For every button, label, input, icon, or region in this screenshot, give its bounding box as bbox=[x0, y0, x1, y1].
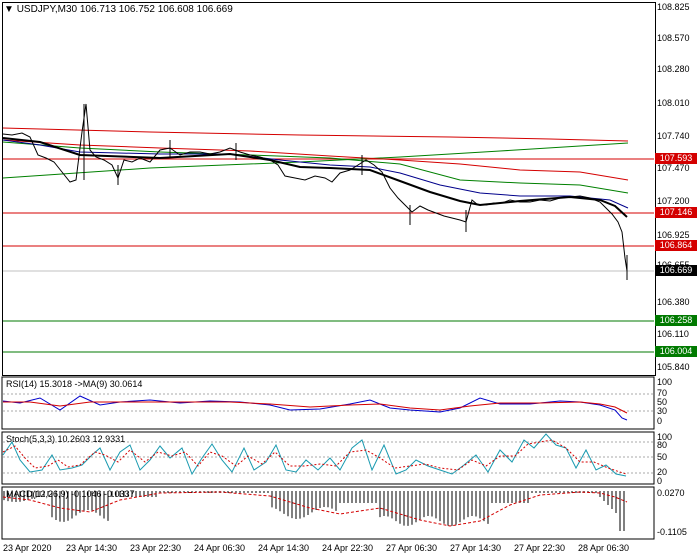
price-axis-tick: 108.010 bbox=[657, 98, 690, 108]
stoch-tick-80: 80 bbox=[657, 440, 668, 450]
rsi-tick-50: 50 bbox=[657, 397, 668, 407]
time-axis-label: 24 Apr 14:30 bbox=[258, 543, 310, 553]
price-axis-tick: 108.570 bbox=[657, 33, 690, 43]
time-axis-label: 27 Apr 14:30 bbox=[450, 543, 502, 553]
rsi-tick-70: 70 bbox=[657, 388, 668, 398]
macd-tick-top: 0.0270 bbox=[657, 488, 685, 498]
price-axis-tick: 107.200 bbox=[657, 196, 690, 206]
resistance-price-label-3: 106.864 bbox=[655, 240, 697, 251]
stoch-header: Stoch(5,3,3) 10.2603 12.9331 bbox=[6, 434, 126, 444]
stoch-tick-100: 100 bbox=[657, 432, 673, 442]
rsi-tick-100: 100 bbox=[657, 377, 673, 387]
price-axis-tick: 107.470 bbox=[657, 163, 690, 173]
current-price-label: 106.669 bbox=[655, 265, 697, 276]
time-axis-label: 23 Apr 22:30 bbox=[130, 543, 182, 553]
support-price-label-2: 106.004 bbox=[655, 346, 697, 357]
price-axis-tick: 108.825 bbox=[657, 2, 690, 12]
macd-tick-bottom: -0.1105 bbox=[657, 527, 687, 537]
symbol-header: ▼ USDJPY,M30 106.713 106.752 106.608 106… bbox=[4, 4, 233, 15]
macd-signal-line bbox=[2, 491, 628, 527]
price-header-text: USDJPY,M30 106.713 106.752 106.608 106.6… bbox=[16, 4, 233, 15]
support-price-label-1: 106.258 bbox=[655, 315, 697, 326]
main-chart-panel[interactable] bbox=[2, 2, 656, 376]
collapse-triangle-icon[interactable]: ▼ bbox=[4, 4, 14, 15]
sma-red-long bbox=[2, 127, 629, 142]
rsi-tick-0: 0 bbox=[657, 416, 663, 426]
candle-wicks bbox=[83, 104, 628, 280]
time-axis-label: 27 Apr 06:30 bbox=[386, 543, 438, 553]
sma-blue bbox=[2, 139, 629, 209]
time-axis-label: 24 Apr 22:30 bbox=[322, 543, 374, 553]
resistance-price-label-2: 107.146 bbox=[655, 207, 697, 218]
time-axis-label: 27 Apr 22:30 bbox=[514, 543, 566, 553]
macd-header: MACD(12,26,9) -0.1046 -0.0337 bbox=[6, 489, 135, 499]
price-axis-tick: 105.840 bbox=[657, 362, 690, 372]
time-axis-label: 24 Apr 06:30 bbox=[194, 543, 246, 553]
rsi-tick-30: 30 bbox=[657, 406, 668, 416]
sma-black bbox=[2, 137, 628, 218]
price-axis-tick: 107.740 bbox=[657, 131, 690, 141]
time-axis-label: 28 Apr 06:30 bbox=[578, 543, 630, 553]
stoch-tick-0: 0 bbox=[657, 476, 663, 486]
rsi-header: RSI(14) 15.3018 ->MA(9) 30.0614 bbox=[6, 379, 143, 389]
price-axis-tick: 106.380 bbox=[657, 297, 690, 307]
price-bars bbox=[2, 103, 628, 272]
sma-green-long bbox=[2, 142, 629, 179]
time-axis-label: 23 Apr 2020 bbox=[3, 543, 52, 553]
price-axis-tick: 106.925 bbox=[657, 230, 690, 240]
macd-histogram bbox=[3, 491, 625, 531]
price-axis-tick: 108.280 bbox=[657, 64, 690, 74]
stoch-tick-50: 50 bbox=[657, 452, 668, 462]
resistance-price-label-1: 107.593 bbox=[655, 153, 697, 164]
rsi-ma-line bbox=[3, 401, 628, 414]
price-axis-tick: 106.110 bbox=[657, 329, 689, 339]
stoch-tick-20: 20 bbox=[657, 467, 668, 477]
time-axis-label: 23 Apr 14:30 bbox=[66, 543, 118, 553]
stoch-signal-line bbox=[2, 439, 627, 475]
stoch-main-line bbox=[2, 433, 627, 477]
sma-red-mid bbox=[2, 139, 629, 181]
